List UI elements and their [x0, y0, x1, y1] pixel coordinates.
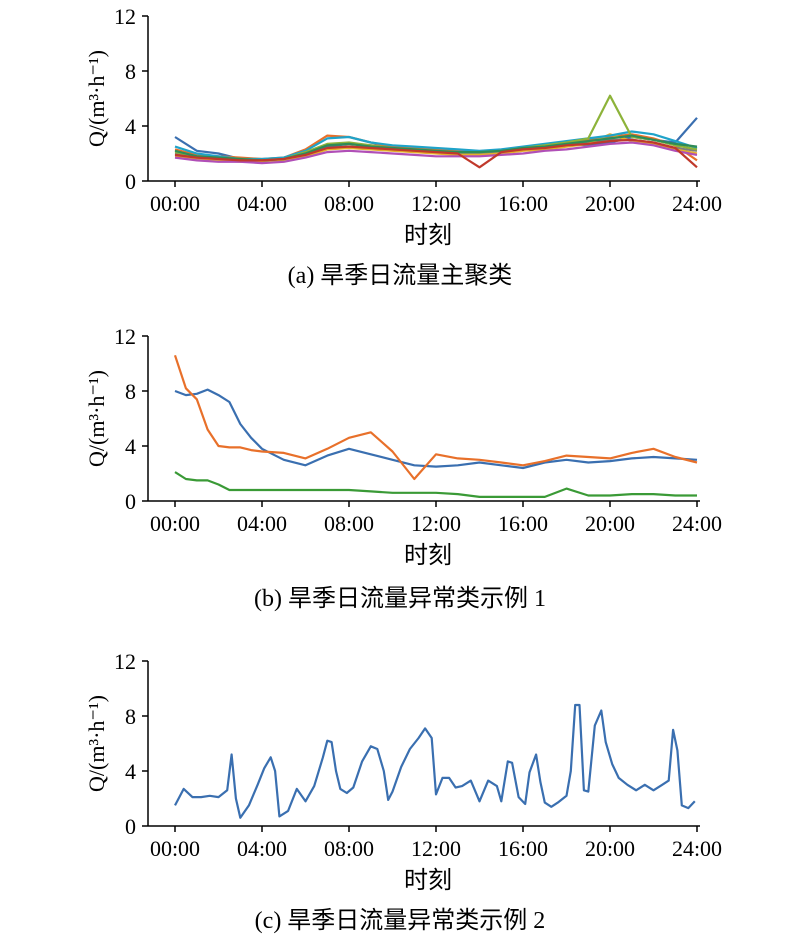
y-tick-label: 4	[125, 759, 136, 784]
y-tick-label: 12	[114, 324, 136, 349]
x-axis-label: 时刻	[404, 222, 452, 249]
y-tick-label: 4	[125, 114, 136, 139]
y-tick-label: 8	[125, 379, 136, 404]
chart-b-caption: (b) 旱季日流量异常类示例 1	[254, 586, 546, 612]
chart-c-svg: 0 4 8 12 00:00 04:00 08:00 12:00 16:00 20:00 24:00…	[84, 649, 722, 894]
x-tick-label: 12:00	[411, 191, 461, 216]
series-line-5	[174, 130, 698, 161]
series-line-9	[174, 138, 698, 169]
y-tick-label: 12	[114, 649, 136, 674]
chart-a-caption: (a) 旱季日流量主聚类	[287, 263, 513, 289]
x-tick-label: 16:00	[498, 511, 548, 536]
y-tick-label: 8	[125, 704, 136, 729]
x-tick-label: 08:00	[324, 191, 374, 216]
chart-panel-a: 0 4 8 12 00:00 04:00 08:00 12:00 16:00 20:00 24:00…	[0, 0, 800, 300]
x-tick-label: 00:00	[150, 511, 200, 536]
x-tick-label: 20:00	[585, 511, 635, 536]
x-tick-label: 00:00	[150, 836, 200, 861]
chart-c-caption: (c) 旱季日流量异常类示例 2	[254, 908, 546, 934]
x-tick-label: 00:00	[150, 191, 200, 216]
y-tick-label: 8	[125, 59, 136, 84]
x-tick-label: 08:00	[324, 511, 374, 536]
y-tick-label: 4	[125, 434, 136, 459]
y-axis-label: Q/(m³·h⁻¹)	[84, 50, 109, 147]
x-tick-label: 16:00	[498, 191, 548, 216]
y-axis-label: Q/(m³·h⁻¹)	[84, 695, 109, 792]
chart-panel-b: 0 4 8 12 00:00 04:00 08:00 12:00 16:00 20:00 24:00…	[0, 320, 800, 620]
x-tick-label: 04:00	[237, 511, 287, 536]
x-tick-label: 24:00	[672, 191, 722, 216]
series-line-7	[174, 141, 698, 165]
series-line-4	[174, 133, 698, 163]
chart-a-svg: 0 4 8 12 00:00 04:00 08:00 12:00 16:00 20:00 24:00…	[84, 4, 722, 249]
x-tick-label: 04:00	[237, 836, 287, 861]
x-axis-label: 时刻	[404, 867, 452, 894]
x-axis-label: 时刻	[404, 542, 452, 569]
y-tick-label: 12	[114, 4, 136, 29]
chart-b-svg: 0 4 8 12 00:00 04:00 08:00 12:00 16:00 20:00 24:00…	[84, 324, 722, 569]
series-line-2	[173, 354, 698, 481]
series-line-3	[174, 471, 697, 498]
y-tick-label: 0	[125, 814, 136, 839]
series-line-1	[174, 388, 698, 470]
chart-panel-c: 0 4 8 12 00:00 04:00 08:00 12:00 16:00 20:00 24:00…	[0, 645, 800, 940]
x-tick-label: 20:00	[585, 836, 635, 861]
x-tick-label: 12:00	[411, 511, 461, 536]
y-tick-label: 0	[125, 169, 136, 194]
series-line-1	[174, 703, 696, 819]
x-tick-label: 20:00	[585, 191, 635, 216]
x-tick-label: 24:00	[672, 836, 722, 861]
x-tick-label: 08:00	[324, 836, 374, 861]
x-tick-label: 12:00	[411, 836, 461, 861]
x-tick-label: 24:00	[672, 511, 722, 536]
x-tick-label: 16:00	[498, 836, 548, 861]
y-axis-label: Q/(m³·h⁻¹)	[84, 370, 109, 467]
y-tick-label: 0	[125, 489, 136, 514]
x-tick-label: 04:00	[237, 191, 287, 216]
